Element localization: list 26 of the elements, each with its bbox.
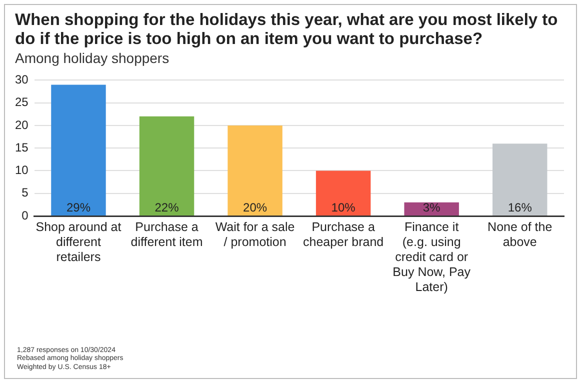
x-tick-label: Purchase a cheaper brand [303, 220, 384, 249]
bar [228, 125, 282, 216]
chart-subtitle: Among holiday shoppers [14, 49, 170, 67]
data-label: 20% [243, 200, 268, 214]
y-tick-label: 5 [22, 186, 29, 200]
data-label: 10% [331, 200, 356, 214]
data-label: 22% [154, 200, 180, 214]
data-label: 3% [422, 200, 441, 214]
x-tick-label: Shop around at different retailers [36, 220, 122, 264]
chart-title: When shopping for the holidays this year, what are you most likely to do if the price is too high on an item you want to purchase? [14, 10, 559, 49]
bar [51, 84, 106, 216]
y-tick-label: 10 [14, 163, 29, 178]
data-label: 29% [66, 200, 91, 214]
bar [316, 170, 371, 216]
y-tick-label: 30 [14, 72, 29, 87]
bar [492, 144, 548, 216]
x-tick-label: Purchase a different item [130, 220, 203, 249]
y-tick-label: 25 [14, 95, 29, 110]
y-tick-label: 0 [22, 208, 29, 222]
x-tick-label: Wait for a sale / promotion [215, 220, 295, 249]
data-label: 16% [508, 200, 532, 214]
x-tick-label: Finance it (e.g. using credit card or Buy Now, Pay Later) [392, 220, 472, 294]
x-tick-label: None of the above [488, 220, 552, 249]
bar [139, 116, 194, 216]
y-tick-label: 20 [14, 118, 29, 132]
y-tick-label: 15 [14, 140, 29, 154]
